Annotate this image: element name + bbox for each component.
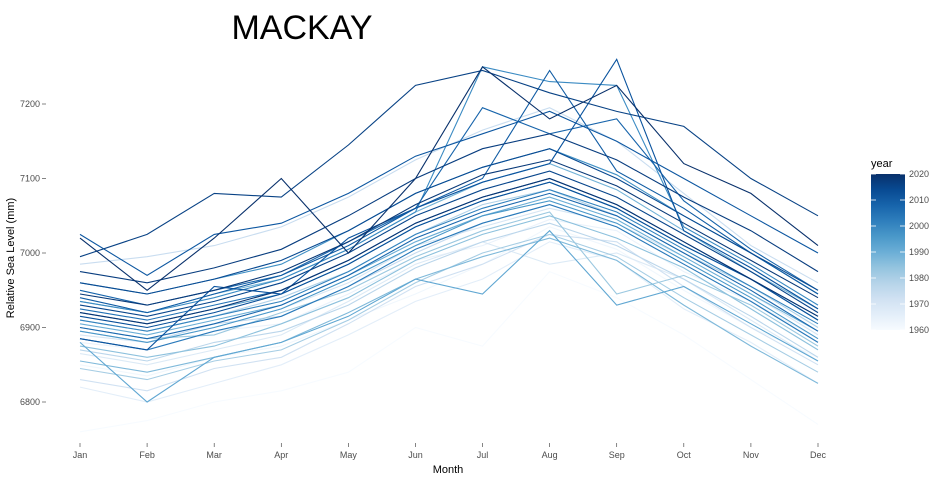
series-line-1962 <box>79 226 819 377</box>
series-line-2013 <box>79 181 819 329</box>
series-line-2020 <box>79 65 819 291</box>
y-tick-label: 6800 <box>20 397 40 407</box>
x-tick-label: Aug <box>542 450 558 460</box>
series-line-1983 <box>79 211 819 347</box>
series-lines <box>79 58 819 433</box>
colorbar-label: 1990 <box>909 247 929 257</box>
y-tick-label: 6900 <box>20 323 40 333</box>
x-tick-label: Apr <box>274 450 288 460</box>
x-tick-label: Dec <box>810 450 827 460</box>
x-axis: Jan Feb Mar Apr May Jun Jul Aug Sep Oct Nov Dec <box>73 443 827 460</box>
y-tick-label: 7000 <box>20 248 40 258</box>
series-line-1968 <box>79 241 819 366</box>
y-tick-label: 7100 <box>20 174 40 184</box>
series-line-2018 <box>79 159 819 306</box>
x-axis-title: Month <box>433 464 464 476</box>
x-tick-label: Mar <box>206 450 222 460</box>
series-line-1999 <box>79 66 819 314</box>
colorbar-label: 1960 <box>909 325 929 335</box>
x-tick-label: Nov <box>743 450 760 460</box>
colorbar <box>871 174 905 330</box>
series-line-1960 <box>79 270 819 433</box>
x-tick-label: Jun <box>408 450 423 460</box>
series-line-1996 <box>79 200 819 343</box>
y-axis: 6800 6900 7000 7100 7200 <box>20 99 46 407</box>
series-line-2003 <box>79 204 819 351</box>
colorbar-label: 1980 <box>909 273 929 283</box>
series-line-1966 <box>79 241 819 403</box>
colorbar-label: 2020 <box>909 169 929 179</box>
x-tick-label: Jul <box>477 450 489 460</box>
x-tick-label: Sep <box>609 450 625 460</box>
series-line-2017 <box>79 133 819 284</box>
chart-title: MACKAY <box>231 9 372 47</box>
colorbar-label: 2010 <box>909 195 929 205</box>
x-tick-label: Feb <box>139 450 155 460</box>
series-line-2001 <box>79 189 819 332</box>
series-line-1992 <box>79 229 819 403</box>
series-line-2014 <box>79 148 819 295</box>
legend-title: year <box>871 158 893 170</box>
y-axis-title: Relative Sea Level (mm) <box>5 198 17 318</box>
colorbar-label: 1970 <box>909 299 929 309</box>
series-line-2019 <box>79 177 819 325</box>
series-line-2007 <box>79 192 819 340</box>
series-line-1985 <box>79 215 819 358</box>
x-tick-label: Oct <box>677 450 692 460</box>
x-tick-label: Jan <box>73 450 88 460</box>
series-line-2015 <box>79 170 819 317</box>
series-line-1990 <box>79 196 819 336</box>
series-line-2012 <box>79 58 819 351</box>
series-line-1987 <box>79 237 819 384</box>
series-line-2011 <box>79 110 819 277</box>
legend: year 1960 1970 1980 1990 2000 2010 2020 <box>871 158 929 335</box>
x-tick-label: May <box>340 450 358 460</box>
colorbar-label: 2000 <box>909 221 929 231</box>
y-tick-label: 7200 <box>20 99 40 109</box>
series-line-2016 <box>79 69 819 258</box>
series-line-1977 <box>79 222 819 362</box>
